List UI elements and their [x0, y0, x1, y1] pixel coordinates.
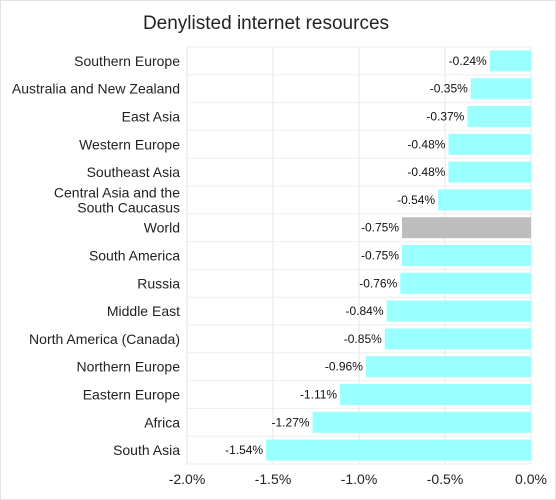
data-label: -1.54% — [225, 443, 263, 457]
bar — [384, 328, 531, 350]
bar — [340, 384, 531, 405]
category-label: Central Asia and the South Caucasus — [54, 184, 180, 215]
data-label: -0.37% — [426, 110, 464, 124]
category-label: South Asia — [113, 442, 180, 458]
bar — [470, 78, 531, 100]
category-label: Southeast Asia — [87, 164, 181, 180]
chart-title: Denylisted internet resources — [143, 13, 389, 34]
x-tick-label: 0.0% — [515, 471, 547, 487]
bar — [400, 272, 531, 294]
bar — [438, 189, 531, 211]
x-tick-label: -0.5% — [427, 471, 464, 487]
data-label: -0.35% — [430, 82, 468, 96]
data-label: -0.75% — [361, 221, 399, 235]
data-label: -1.11% — [300, 388, 337, 402]
x-tick-label: -1.5% — [255, 471, 292, 487]
x-tick-label: -2.0% — [169, 471, 206, 487]
category-label: South America — [89, 248, 180, 264]
category-label: Middle East — [107, 303, 180, 319]
category-label: Eastern Europe — [83, 387, 180, 403]
data-label: -0.96% — [325, 360, 363, 374]
category-label: Northern Europe — [76, 359, 180, 375]
data-label: -0.84% — [345, 304, 383, 318]
bars: -0.24% -0.35% -0.37% -0.48% -0.48% -0.54% -0.7… — [225, 50, 531, 461]
category-label: World — [144, 220, 180, 236]
bar — [386, 300, 531, 322]
data-label: -0.54% — [397, 193, 435, 207]
category-label: Russia — [137, 275, 180, 291]
data-label: -0.24% — [449, 54, 487, 68]
category-label: Southern Europe — [74, 53, 180, 69]
bar — [402, 245, 531, 266]
bar — [266, 439, 531, 461]
data-label: -0.48% — [407, 137, 445, 151]
bar — [365, 356, 531, 378]
category-label: East Asia — [122, 109, 181, 125]
data-label: -1.27% — [272, 415, 310, 429]
bar — [448, 133, 531, 155]
x-axis-ticks: -2.0% -1.5% -1.0% -0.5% 0.0% — [169, 471, 547, 487]
bar — [402, 217, 531, 239]
category-labels: Southern Europe Australia and New Zealand… — [12, 53, 180, 458]
bar — [467, 106, 531, 127]
data-label: -0.75% — [361, 249, 399, 263]
category-label: Africa — [144, 414, 180, 430]
category-label: North America (Canada) — [29, 331, 180, 347]
category-label: Western Europe — [79, 136, 180, 152]
data-label: -0.76% — [359, 276, 397, 290]
bar — [312, 411, 531, 433]
bar — [489, 50, 531, 72]
bar — [448, 161, 531, 183]
x-tick-label: -1.0% — [341, 471, 378, 487]
category-label: Australia and New Zealand — [12, 81, 180, 97]
data-label: -0.48% — [407, 165, 445, 179]
data-label: -0.85% — [344, 332, 382, 346]
